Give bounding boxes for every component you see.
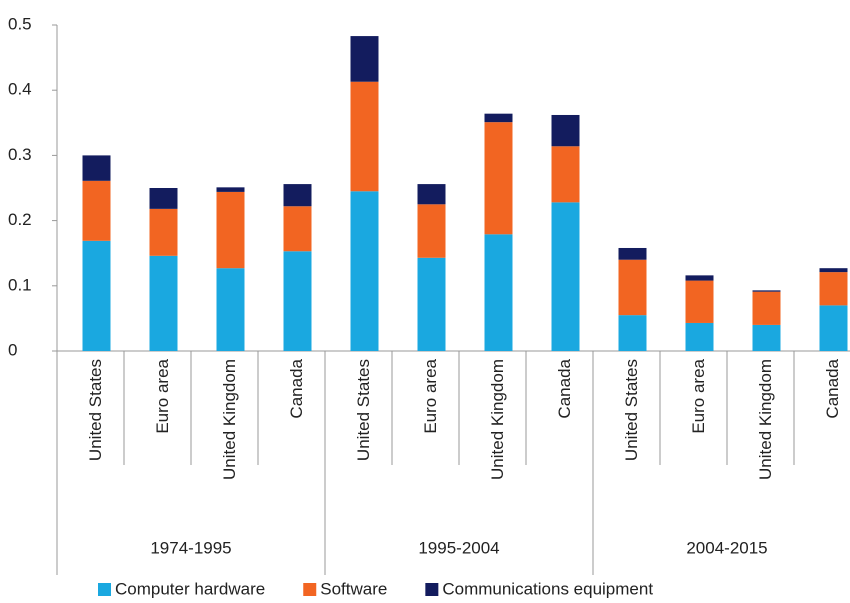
bar-segment [685, 280, 714, 323]
bar-segment [417, 184, 446, 205]
bar-segment [685, 322, 714, 351]
group-label: 2004-2015 [686, 538, 767, 557]
bar-segment [819, 272, 848, 306]
y-tick-label: 0 [8, 340, 17, 359]
x-tick-label: Euro area [153, 358, 172, 433]
bar-segment [149, 255, 178, 351]
bar-segment [819, 268, 848, 273]
x-tick-label: Canada [555, 358, 574, 418]
bar-segment [350, 191, 379, 351]
y-tick-label: 0.5 [8, 14, 32, 33]
bar-segment [216, 187, 245, 192]
x-tick-label: Euro area [689, 358, 708, 433]
y-tick-label: 0.3 [8, 145, 32, 164]
bar-segment [149, 208, 178, 256]
legend-label: Communications equipment [442, 579, 653, 598]
y-tick-label: 0.2 [8, 210, 32, 229]
bar-segment [685, 275, 714, 281]
legend-swatch [425, 583, 439, 596]
group-label: 1995-2004 [418, 538, 499, 557]
y-tick-label: 0.1 [8, 275, 32, 294]
bar-segment [484, 234, 513, 351]
x-tick-label: Canada [823, 358, 842, 418]
legend-label: Computer hardware [115, 579, 265, 598]
bar-segment [484, 122, 513, 235]
legend-swatch [98, 583, 111, 596]
bar-segment [551, 202, 580, 351]
bar-segment [283, 206, 312, 252]
bar-segment [350, 81, 379, 192]
x-tick-label: United States [622, 359, 641, 461]
bar-segment [752, 324, 781, 351]
bar-segment [82, 155, 111, 181]
bar-segment [417, 204, 446, 258]
bar-segment [484, 113, 513, 123]
x-tick-label: United States [354, 359, 373, 461]
bar-segment [618, 259, 647, 316]
y-tick-label: 0.4 [8, 80, 32, 99]
x-tick-label: United Kingdom [220, 359, 239, 480]
bar-segment [752, 290, 781, 292]
bar-segment [819, 305, 848, 351]
x-tick-label: United States [86, 359, 105, 461]
legend-swatch [303, 583, 317, 596]
x-tick-label: United Kingdom [488, 359, 507, 480]
bar-segment [82, 180, 111, 241]
bar-segment [216, 191, 245, 269]
bar-segment [149, 188, 178, 209]
bar-segment [283, 251, 312, 351]
bar-segment [551, 114, 580, 147]
legend-label: Software [320, 579, 387, 598]
group-label: 1974-1995 [150, 538, 231, 557]
bar-segment [417, 257, 446, 351]
bar-segment [752, 291, 781, 325]
bar-segment [551, 146, 580, 203]
bar-segment [618, 247, 647, 260]
bar-segment [216, 268, 245, 351]
bar-segment [283, 184, 312, 207]
x-tick-label: Canada [287, 358, 306, 418]
x-tick-label: United Kingdom [756, 359, 775, 480]
bar-segment [618, 315, 647, 351]
x-tick-label: Euro area [421, 358, 440, 433]
bar-segment [350, 36, 379, 82]
bar-segment [82, 240, 111, 351]
